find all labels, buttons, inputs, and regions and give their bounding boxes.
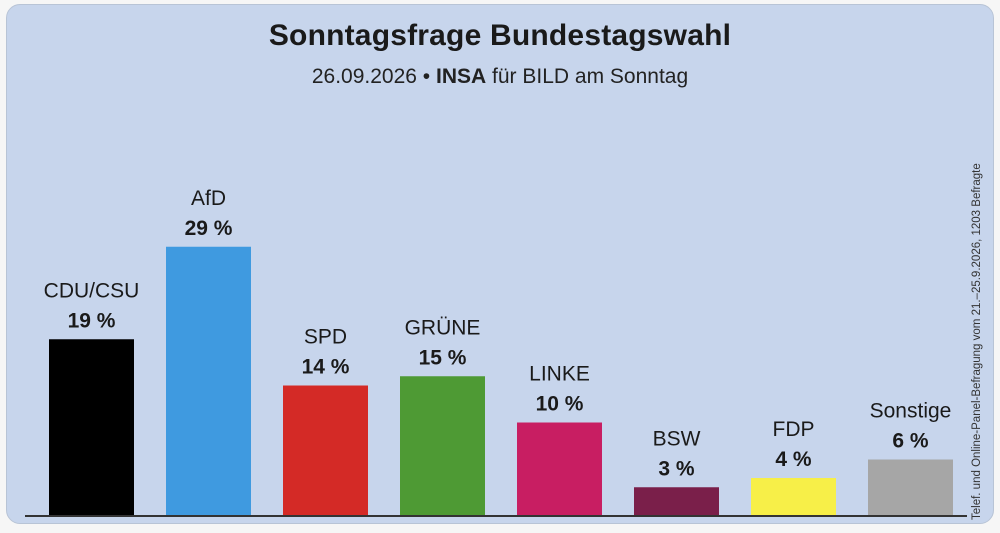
survey-note: Telef. und Online-Panel-Befragung vom 21… xyxy=(971,163,983,520)
category-label: LINKE xyxy=(529,363,590,386)
subtitle-institute: INSA xyxy=(436,65,487,88)
value-label: 29 % xyxy=(185,217,233,240)
bar-afd xyxy=(166,246,251,515)
category-label: CDU/CSU xyxy=(44,279,140,302)
bar-chart: 19 % CDU/CSU 29 % AfD 14 % SPD 15 % GRÜNE 10 % LI… xyxy=(25,187,967,517)
bar-spd xyxy=(283,385,368,515)
value-label: 4 % xyxy=(775,448,812,471)
chart-panel: Sonntagsfrage Bundestagswahl 26.09.2026 … xyxy=(6,4,994,524)
subtitle-date: 26.09.2026 xyxy=(311,65,417,88)
category-label: BSW xyxy=(653,427,701,450)
category-label: Sonstige xyxy=(870,400,952,423)
subtitle-separator: • xyxy=(422,65,431,88)
value-label: 6 % xyxy=(892,430,929,453)
chart-title: Sonntagsfrage Bundestagswahl xyxy=(268,19,732,52)
subtitle-client: für BILD am Sonntag xyxy=(492,65,689,88)
category-label: FDP xyxy=(773,418,815,441)
bar-bsw xyxy=(634,487,719,515)
bar-cdu-csu xyxy=(49,339,134,515)
value-label: 14 % xyxy=(302,356,350,379)
value-label: 3 % xyxy=(658,457,695,480)
value-label: 15 % xyxy=(419,346,467,369)
category-label: GRÜNE xyxy=(405,316,481,339)
chart-subtitle: 26.09.2026 • INSA für BILD am Sonntag xyxy=(7,65,993,89)
category-label: AfD xyxy=(191,187,226,210)
bar-fdp xyxy=(751,478,836,515)
bar-grüne xyxy=(400,376,485,515)
category-label: SPD xyxy=(304,326,347,349)
value-label: 19 % xyxy=(68,309,116,332)
bar-sonstige xyxy=(868,459,953,515)
bar-linke xyxy=(517,422,602,515)
value-label: 10 % xyxy=(536,393,584,416)
